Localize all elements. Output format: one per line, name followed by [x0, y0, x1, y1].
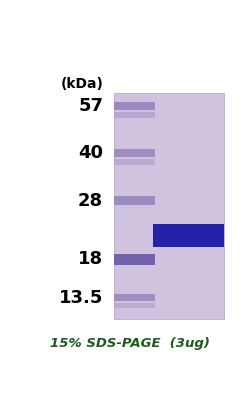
Text: 57: 57: [78, 97, 103, 115]
Bar: [113, 159, 154, 164]
Bar: [153, 224, 223, 248]
Text: 15% SDS-PAGE  (3ug): 15% SDS-PAGE (3ug): [50, 337, 209, 350]
Bar: [113, 303, 154, 308]
Text: (kDa): (kDa): [60, 77, 103, 91]
Bar: [113, 254, 154, 265]
Text: 18: 18: [78, 250, 103, 268]
Text: 40: 40: [78, 144, 103, 162]
Bar: [113, 294, 154, 301]
Bar: [113, 112, 154, 118]
Text: 13.5: 13.5: [58, 289, 103, 307]
Bar: [113, 149, 154, 157]
Bar: [113, 196, 154, 205]
Text: 28: 28: [78, 192, 103, 210]
Bar: [113, 102, 154, 110]
Bar: [113, 93, 223, 319]
